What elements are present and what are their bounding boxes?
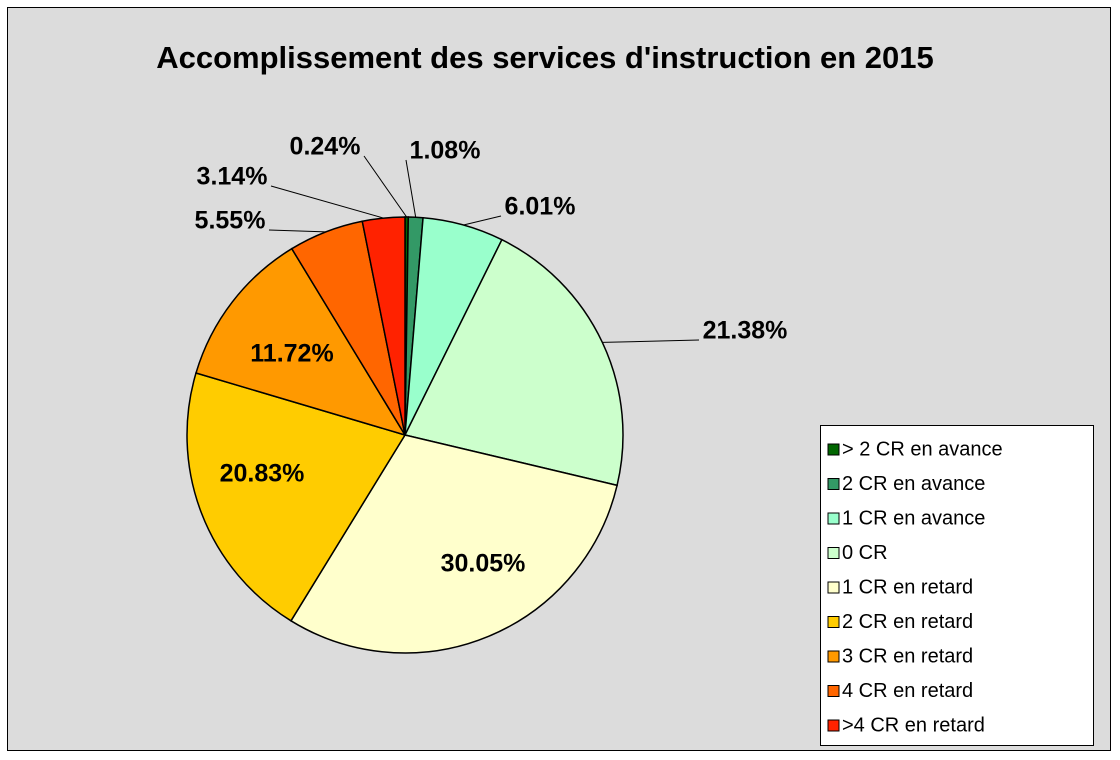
legend-label: > 2 CR en avance (842, 438, 1003, 460)
legend-swatch (827, 650, 840, 663)
legend-swatch (827, 478, 840, 490)
legend-swatch (827, 719, 840, 732)
legend-label: 2 CR en retard (842, 611, 973, 633)
legend-swatch (827, 443, 840, 456)
value-label: 0.24% (290, 133, 361, 161)
legend-swatch (827, 547, 840, 559)
leader-line (602, 339, 700, 343)
value-label: 11.72% (250, 340, 333, 368)
legend-swatch (827, 685, 840, 697)
leader-line (268, 229, 326, 233)
legend-swatch (827, 616, 840, 628)
legend-label: 0 CR (842, 542, 888, 564)
legend-swatch (827, 512, 840, 525)
value-label: 30.05% (441, 550, 526, 578)
legend-label: 4 CR en retard (842, 680, 973, 702)
pie-slice (186, 372, 407, 622)
leader-line (463, 215, 502, 226)
leader-line (405, 159, 417, 218)
value-label: 3.14% (197, 163, 268, 191)
value-label: 20.83% (220, 460, 305, 488)
legend-label: 1 CR en retard (842, 576, 973, 598)
value-label: 6.01% (505, 193, 576, 221)
value-label: 21.38% (703, 317, 788, 345)
leader-line (270, 185, 384, 219)
legend-label: 1 CR en avance (842, 507, 985, 529)
legend-label: >4 CR en retard (842, 714, 985, 736)
legend-swatch (827, 581, 840, 594)
value-label: 5.55% (195, 207, 266, 235)
pie-slice (289, 434, 619, 654)
pie-slice (195, 247, 407, 437)
legend-label: 2 CR en avance (842, 473, 985, 495)
legend-box (820, 425, 1094, 746)
value-label: 1.08% (410, 137, 481, 165)
leader-line (363, 155, 408, 218)
chart-title: Accomplissement des services d'instructi… (156, 40, 934, 75)
pie-slice (361, 216, 406, 436)
legend-label: 3 CR en retard (842, 645, 973, 667)
